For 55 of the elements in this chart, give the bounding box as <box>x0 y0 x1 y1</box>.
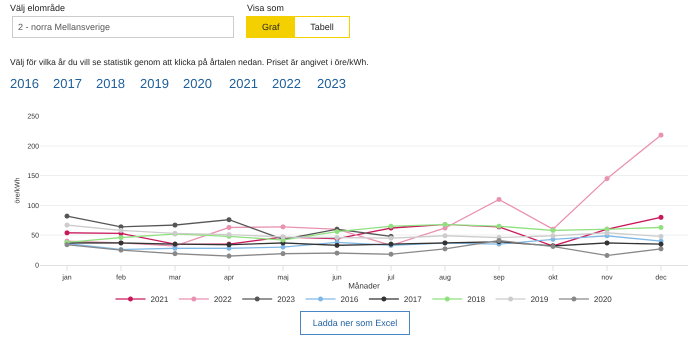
legend-label: 2016 <box>340 295 359 304</box>
point <box>64 214 70 219</box>
x-axis-title: Månader <box>348 282 380 290</box>
text: 2 - norra Mellansverige <box>18 22 110 32</box>
point <box>118 235 124 240</box>
point <box>658 132 664 138</box>
point <box>280 224 286 230</box>
text: 2018 <box>96 76 125 91</box>
legend-label: 2019 <box>530 295 549 304</box>
point <box>496 196 502 202</box>
legend-label: 2017 <box>404 295 422 304</box>
legend-label: 2022 <box>214 295 232 304</box>
point <box>334 242 340 248</box>
point <box>172 222 178 228</box>
text: Tabell <box>310 22 334 32</box>
text: 2017 <box>53 76 82 91</box>
text: 2022 <box>272 76 301 91</box>
point <box>172 246 178 251</box>
text: Ladda ner som Excel <box>312 318 398 328</box>
point <box>226 217 232 222</box>
text: 2019 <box>140 76 169 91</box>
text: Graf <box>262 22 280 32</box>
point <box>172 251 178 256</box>
point <box>388 252 394 257</box>
text: Visa som <box>247 3 284 13</box>
point <box>658 234 664 239</box>
legend-label: 2021 <box>150 295 169 304</box>
point <box>604 230 610 236</box>
point <box>604 252 610 258</box>
text: 2016 <box>10 76 39 91</box>
point <box>442 233 448 238</box>
legend-label: 2023 <box>277 295 296 304</box>
point <box>334 250 340 256</box>
point <box>226 254 232 259</box>
text: Välj elområde <box>10 3 66 13</box>
point <box>64 230 70 236</box>
text: Välj för vilka år du vill se statistik genom att klicka på årtalen nedan. Priset är angivet i öre/kWh. <box>10 57 369 67</box>
point <box>550 233 556 238</box>
point <box>658 224 664 230</box>
point <box>64 222 70 228</box>
point <box>604 176 610 182</box>
legend-label: 2018 <box>467 295 486 304</box>
point <box>280 251 286 256</box>
legend-label: 2020 <box>594 295 612 304</box>
point <box>442 246 448 252</box>
point <box>334 229 340 234</box>
text: 2020 <box>183 76 212 91</box>
point <box>604 240 610 246</box>
point <box>658 242 664 247</box>
text: 2021 <box>229 76 258 91</box>
point <box>226 224 232 230</box>
point <box>118 228 124 233</box>
point <box>658 246 664 252</box>
text: 2023 <box>317 76 346 91</box>
point <box>658 214 664 220</box>
